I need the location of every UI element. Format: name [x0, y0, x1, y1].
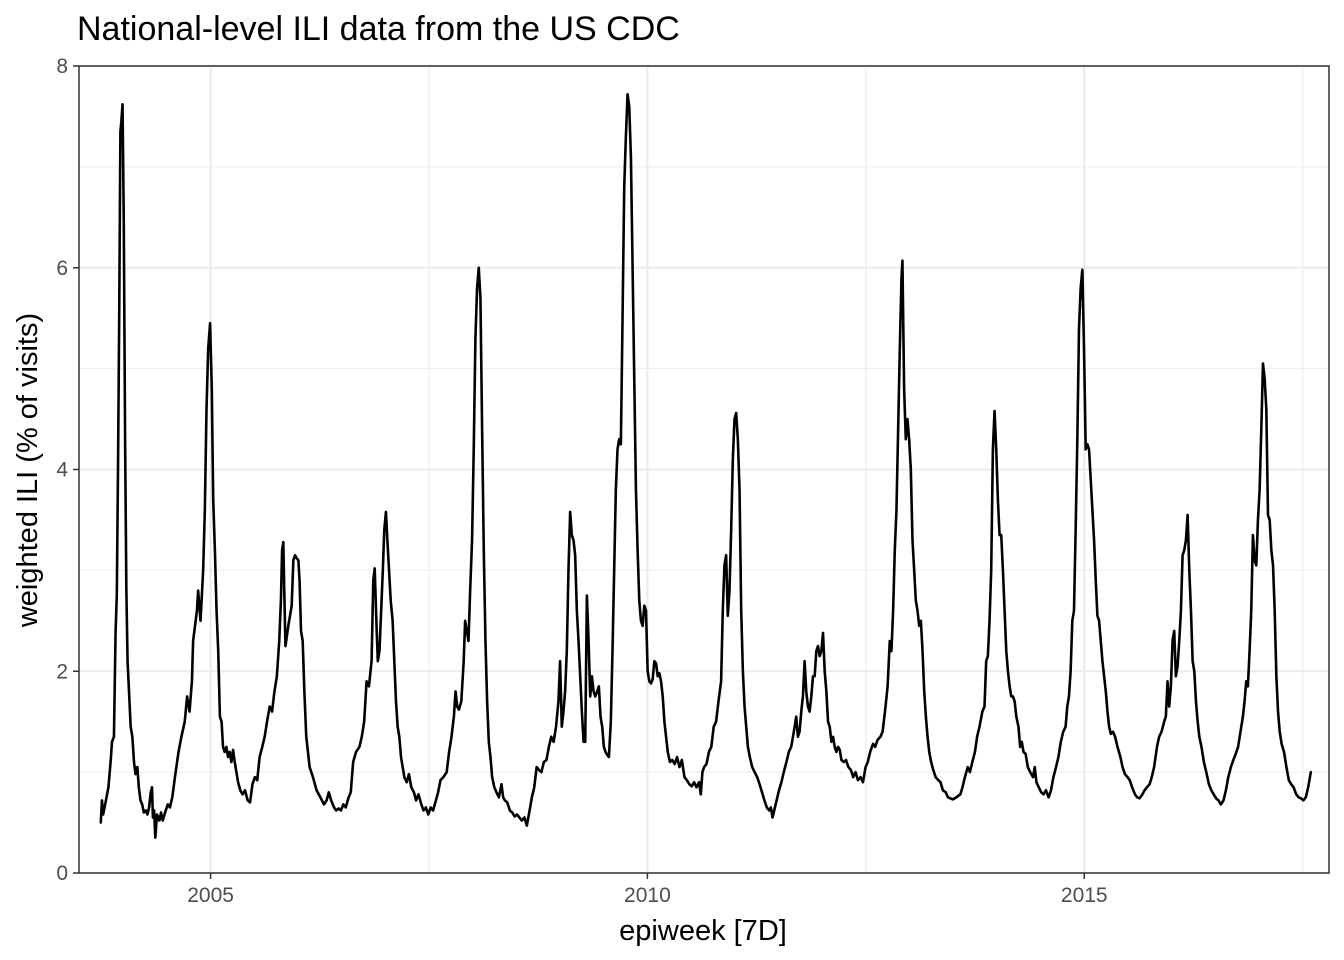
y-axis: 0 2 4 6 8	[56, 55, 79, 885]
y-tick-label: 0	[56, 862, 68, 885]
y-tick-label: 6	[56, 257, 68, 280]
series-line	[99, 92, 1313, 839]
x-tick-label: 2015	[1061, 884, 1108, 907]
x-tick-label: 2005	[187, 884, 234, 907]
x-axis: 2005 2010 2015	[187, 873, 1108, 907]
x-axis-title: epiweek [7D]	[619, 915, 787, 947]
x-tick-label: 2010	[624, 884, 671, 907]
y-tick-label: 2	[56, 660, 68, 683]
chart-title: National-level ILI data from the US CDC	[77, 10, 680, 48]
y-axis-title: weighted ILI (% of visits)	[12, 313, 44, 628]
y-tick-label: 8	[56, 55, 68, 78]
y-tick-label: 4	[56, 459, 68, 482]
